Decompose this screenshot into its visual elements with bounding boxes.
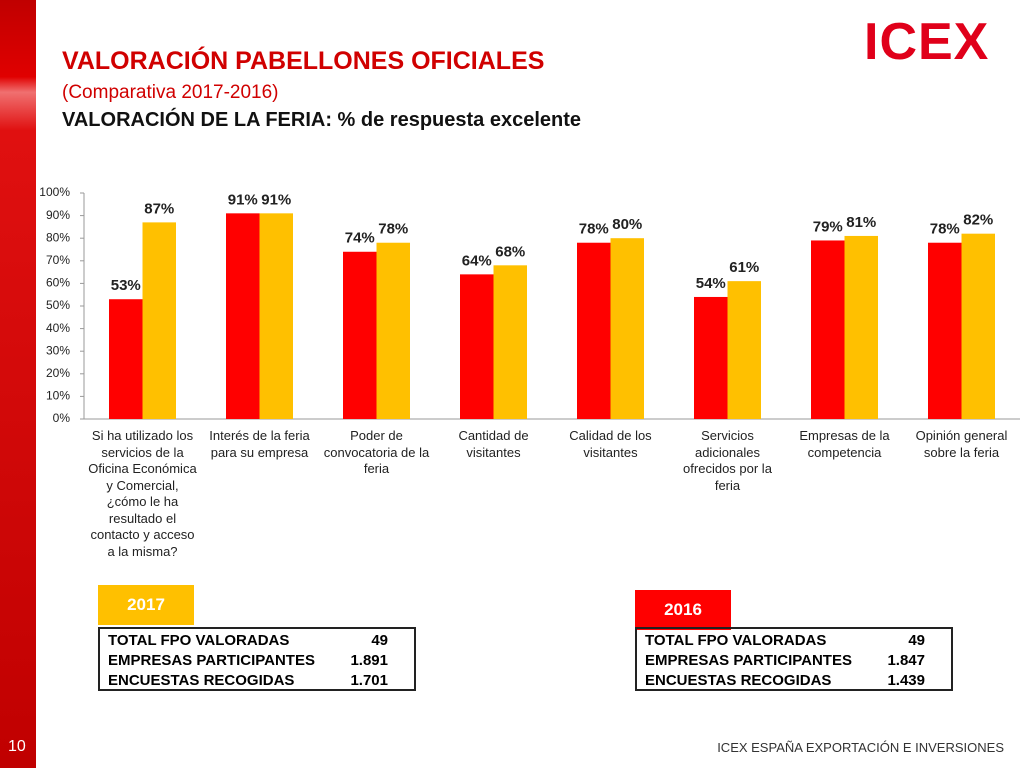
row-label: TOTAL FPO VALORADAS	[108, 632, 290, 649]
row-value: 49	[908, 632, 925, 649]
y-tick-label: 70%	[46, 253, 70, 267]
x-tick-label: Calidad de los visitantes	[569, 428, 652, 460]
data-label: 82%	[963, 212, 993, 229]
bar	[109, 299, 143, 419]
x-tick-label: Si ha utilizado los servicios de la Ofic…	[88, 428, 197, 559]
panel-row: TOTAL FPO VALORADAS 49	[645, 631, 951, 651]
panel-row: TOTAL FPO VALORADAS 49	[108, 631, 414, 651]
bar	[343, 251, 377, 419]
bar	[928, 242, 962, 419]
page-number: 10	[8, 738, 26, 755]
y-tick-label: 30%	[46, 343, 70, 357]
panel-box: TOTAL FPO VALORADAS 49 EMPRESAS PARTICIPAN…	[635, 627, 953, 691]
data-label: 74%	[345, 230, 375, 247]
data-label: 61%	[729, 259, 759, 276]
data-label: 78%	[930, 221, 960, 238]
data-label: 64%	[462, 252, 492, 269]
footer-text: ICEX ESPAÑA EXPORTACIÓN E INVERSIONES	[717, 740, 1004, 755]
x-tick-label: Servicios adicionales ofrecidos por la f…	[683, 428, 772, 493]
y-tick-label: 80%	[46, 230, 70, 244]
bar	[811, 240, 845, 419]
bar	[460, 274, 494, 419]
heading: VALORACIÓN DE LA FERIA: % de respuesta e…	[62, 109, 582, 131]
row-label: ENCUESTAS RECOGIDAS	[108, 672, 295, 689]
data-label: 81%	[846, 214, 876, 231]
row-label: EMPRESAS PARTICIPANTES	[645, 652, 852, 669]
y-tick-label: 50%	[46, 298, 70, 312]
y-tick-label: 10%	[46, 389, 70, 403]
row-value: 1.439	[887, 672, 925, 689]
panel-tab: 2017	[98, 585, 194, 625]
panel-row: EMPRESAS PARTICIPANTES 1.847	[645, 651, 951, 671]
panel-tab: 2016	[635, 590, 731, 630]
x-tick-label: Opinión general sobre la feria	[915, 428, 1008, 460]
row-label: TOTAL FPO VALORADAS	[645, 632, 827, 649]
row-value: 1.847	[887, 652, 925, 669]
data-label: 68%	[495, 243, 525, 260]
panel-box: TOTAL FPO VALORADAS 49 EMPRESAS PARTICIPAN…	[98, 627, 416, 691]
side-strip	[0, 0, 36, 768]
panel-row: ENCUESTAS RECOGIDAS 1.701	[108, 671, 414, 691]
bar	[142, 222, 176, 419]
title: VALORACIÓN PABELLONES OFICIALES	[62, 47, 545, 75]
y-tick-label: 20%	[46, 366, 70, 380]
data-label: 78%	[378, 221, 408, 238]
logo: ICEX	[864, 13, 990, 71]
y-tick-label: 100%	[39, 185, 70, 199]
panel-row: ENCUESTAS RECOGIDAS 1.439	[645, 671, 951, 691]
x-tick-label: Cantidad de visitantes	[458, 428, 529, 460]
row-label: ENCUESTAS RECOGIDAS	[645, 672, 832, 689]
row-label: EMPRESAS PARTICIPANTES	[108, 652, 315, 669]
row-value: 1.891	[350, 652, 388, 669]
bar	[727, 281, 761, 419]
bar	[610, 238, 644, 419]
bar	[961, 233, 995, 419]
data-label: 54%	[696, 275, 726, 292]
bar	[844, 235, 878, 419]
data-label: 91%	[228, 191, 258, 208]
y-tick-label: 90%	[46, 208, 70, 222]
bar	[226, 213, 260, 419]
data-label: 80%	[612, 216, 642, 233]
bar	[694, 296, 728, 419]
data-label: 87%	[144, 200, 174, 217]
x-tick-label: Interés de la feria para su empresa	[209, 428, 310, 460]
row-value: 1.701	[350, 672, 388, 689]
bar	[493, 265, 527, 419]
data-label: 91%	[261, 191, 291, 208]
bar	[577, 242, 611, 419]
x-tick-label: Empresas de la competencia	[799, 428, 890, 460]
bar	[376, 242, 410, 419]
y-tick-label: 0%	[53, 411, 71, 425]
data-label: 79%	[813, 218, 843, 235]
data-label: 53%	[111, 277, 141, 294]
data-label: 78%	[579, 221, 609, 238]
y-tick-label: 40%	[46, 321, 70, 335]
panel-row: EMPRESAS PARTICIPANTES 1.891	[108, 651, 414, 671]
subtitle: (Comparativa 2017-2016)	[62, 82, 279, 103]
row-value: 49	[371, 632, 388, 649]
y-tick-label: 60%	[46, 276, 70, 290]
x-tick-label: Poder de convocatoria de la feria	[323, 428, 430, 476]
bar	[259, 213, 293, 419]
